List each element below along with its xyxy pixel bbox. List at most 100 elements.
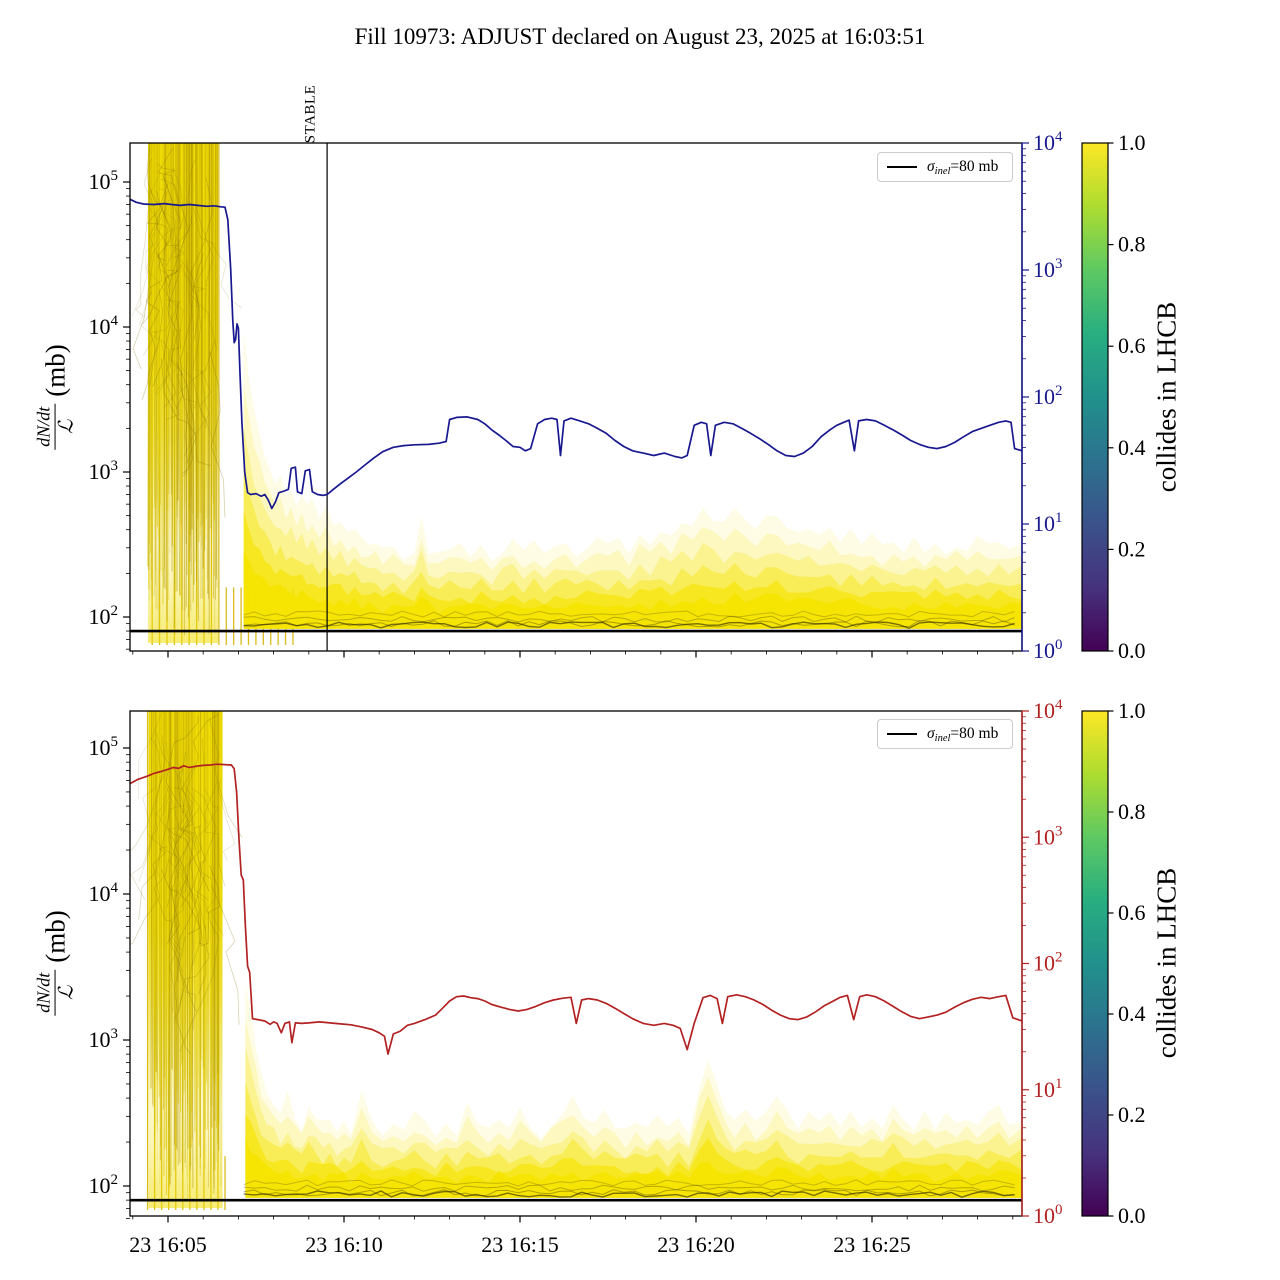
curtain-strand xyxy=(198,143,201,527)
curtain-tangle xyxy=(149,199,170,290)
fraction-denominator: ℒ xyxy=(55,419,78,434)
axes: 102 103 104 105 23 16:05 23 16:10 23 16:15 23 1… xyxy=(89,697,1064,1257)
curtain-strand xyxy=(197,711,200,1147)
curtain-strand xyxy=(214,711,217,1094)
curtain-tangle xyxy=(179,206,195,332)
band-base-strand xyxy=(243,621,1015,629)
curtain-strand xyxy=(196,143,199,622)
curtain-strand xyxy=(162,143,165,605)
curtain-tangle xyxy=(143,158,158,225)
curtain-strand xyxy=(167,143,170,494)
left-tick-label: 102 xyxy=(89,603,119,629)
curtain-tangle xyxy=(161,358,197,464)
curtain-strand xyxy=(212,143,215,576)
curtain-tangle xyxy=(153,858,174,945)
curtain-strand xyxy=(198,711,201,1169)
curtain-tangle xyxy=(178,768,200,854)
legend-bottom: σinel=80 mb xyxy=(877,719,1013,749)
curtain-strand xyxy=(199,143,203,536)
legend-label: σinel=80 mb xyxy=(927,724,999,744)
curtain-tangle xyxy=(195,206,214,319)
legend-label: σinel=80 mb xyxy=(927,157,999,177)
colorbar-gradient-bar xyxy=(1082,711,1108,1216)
curtain-strand xyxy=(165,143,168,621)
curtain-tangle xyxy=(178,875,205,1012)
plot-content xyxy=(130,711,1022,1210)
curtain-strand xyxy=(214,711,217,1077)
curtain-strand xyxy=(170,711,173,1177)
curtain-tangle xyxy=(146,190,168,266)
curtain-tangle xyxy=(169,884,180,1024)
curtain-strand xyxy=(207,143,210,594)
colorbar-bottom: 0.0 0.2 0.4 0.6 0.8 1.0 xyxy=(1081,698,1146,1228)
curtain-strand xyxy=(170,143,173,547)
curtain-tangle xyxy=(185,913,198,1031)
curtain-strand xyxy=(168,143,171,554)
curtain-tangle xyxy=(130,794,171,900)
curtain-tangle xyxy=(171,264,183,350)
luminosity-band-layer xyxy=(245,1136,1022,1198)
curtain-tangle xyxy=(141,269,180,325)
curtain-tangle xyxy=(143,299,180,356)
rate-curve xyxy=(130,763,1022,1055)
curtain-tangle xyxy=(200,864,221,946)
curtain-strand xyxy=(163,711,166,1176)
right-tick-label: 101 xyxy=(1033,1076,1063,1102)
dndt-fraction: dN/dt ℒ xyxy=(34,403,78,450)
curtain-tangle xyxy=(209,351,226,518)
curtain-tangle xyxy=(179,751,195,893)
bottom-panel: 102 103 104 105 23 16:05 23 16:10 23 16:15 23 1… xyxy=(89,697,1064,1257)
plot-content xyxy=(130,143,1022,651)
colorbar-label-bottom: collides in LHCB xyxy=(1151,867,1182,1059)
top-panel: 102 103 104 105 100 101 102 103 104 xyxy=(89,129,1064,663)
curtain-tangle xyxy=(149,188,173,274)
curtain-strand xyxy=(188,711,191,1171)
curtain-tangle xyxy=(170,857,195,951)
curtain-strand xyxy=(147,711,150,1110)
right-tick-label: 104 xyxy=(1033,129,1063,155)
curtain-tangle xyxy=(171,835,203,945)
unit-mb: (mb) xyxy=(40,910,71,963)
curtain-tangle xyxy=(179,738,205,813)
curtain-tangle xyxy=(161,208,192,310)
band-base-strand xyxy=(243,620,1015,628)
curtain-strand xyxy=(160,143,163,571)
curtain-strand xyxy=(174,143,178,636)
curtain-tangle xyxy=(132,253,163,370)
curtain-strand xyxy=(167,143,170,601)
right-tick-label: 103 xyxy=(1033,256,1063,282)
curtain-strand xyxy=(185,711,189,1112)
curtain-strand xyxy=(161,143,164,576)
curtain-strand xyxy=(210,711,213,1061)
right-tick-label: 101 xyxy=(1033,510,1063,536)
colorbar-tick-label: 0.6 xyxy=(1118,900,1146,925)
colorbar-tick-label: 0.0 xyxy=(1118,638,1146,663)
curtain-tangle xyxy=(205,866,224,937)
curtain-strand xyxy=(183,711,186,1080)
curtain-tangle xyxy=(175,253,204,410)
curtain-strand xyxy=(170,711,173,1070)
curtain-tangle xyxy=(183,370,210,457)
curtain-tangle xyxy=(204,780,226,887)
curtain-tangle xyxy=(178,925,211,1013)
luminosity-band-layer xyxy=(243,385,1022,629)
curtain-tangle xyxy=(146,147,163,240)
curtain-tangle xyxy=(180,825,207,908)
curtain-strand xyxy=(183,143,186,611)
luminosity-band-layer xyxy=(245,1114,1022,1198)
figure-title: Fill 10973: ADJUST declared on August 23… xyxy=(354,24,926,49)
x-tick-label: 23 16:10 xyxy=(305,1232,383,1257)
curtain-tangle xyxy=(189,826,209,901)
curtain-tangle xyxy=(180,713,220,823)
left-tick-label: 104 xyxy=(89,880,119,906)
luminosity-band-layer xyxy=(245,985,1022,1198)
colorbar-tick-label: 0.4 xyxy=(1118,1001,1146,1026)
curtain-strand xyxy=(184,711,187,1163)
curtain-tangle xyxy=(173,821,203,966)
curtain-tangle xyxy=(169,791,195,895)
curtain-tangle xyxy=(160,147,181,222)
colorbar-tick-label: 1.0 xyxy=(1118,698,1146,723)
curtain-tangle xyxy=(217,779,236,861)
curtain-strand xyxy=(184,711,187,1168)
colorbar-gradient-bar xyxy=(1082,143,1108,651)
